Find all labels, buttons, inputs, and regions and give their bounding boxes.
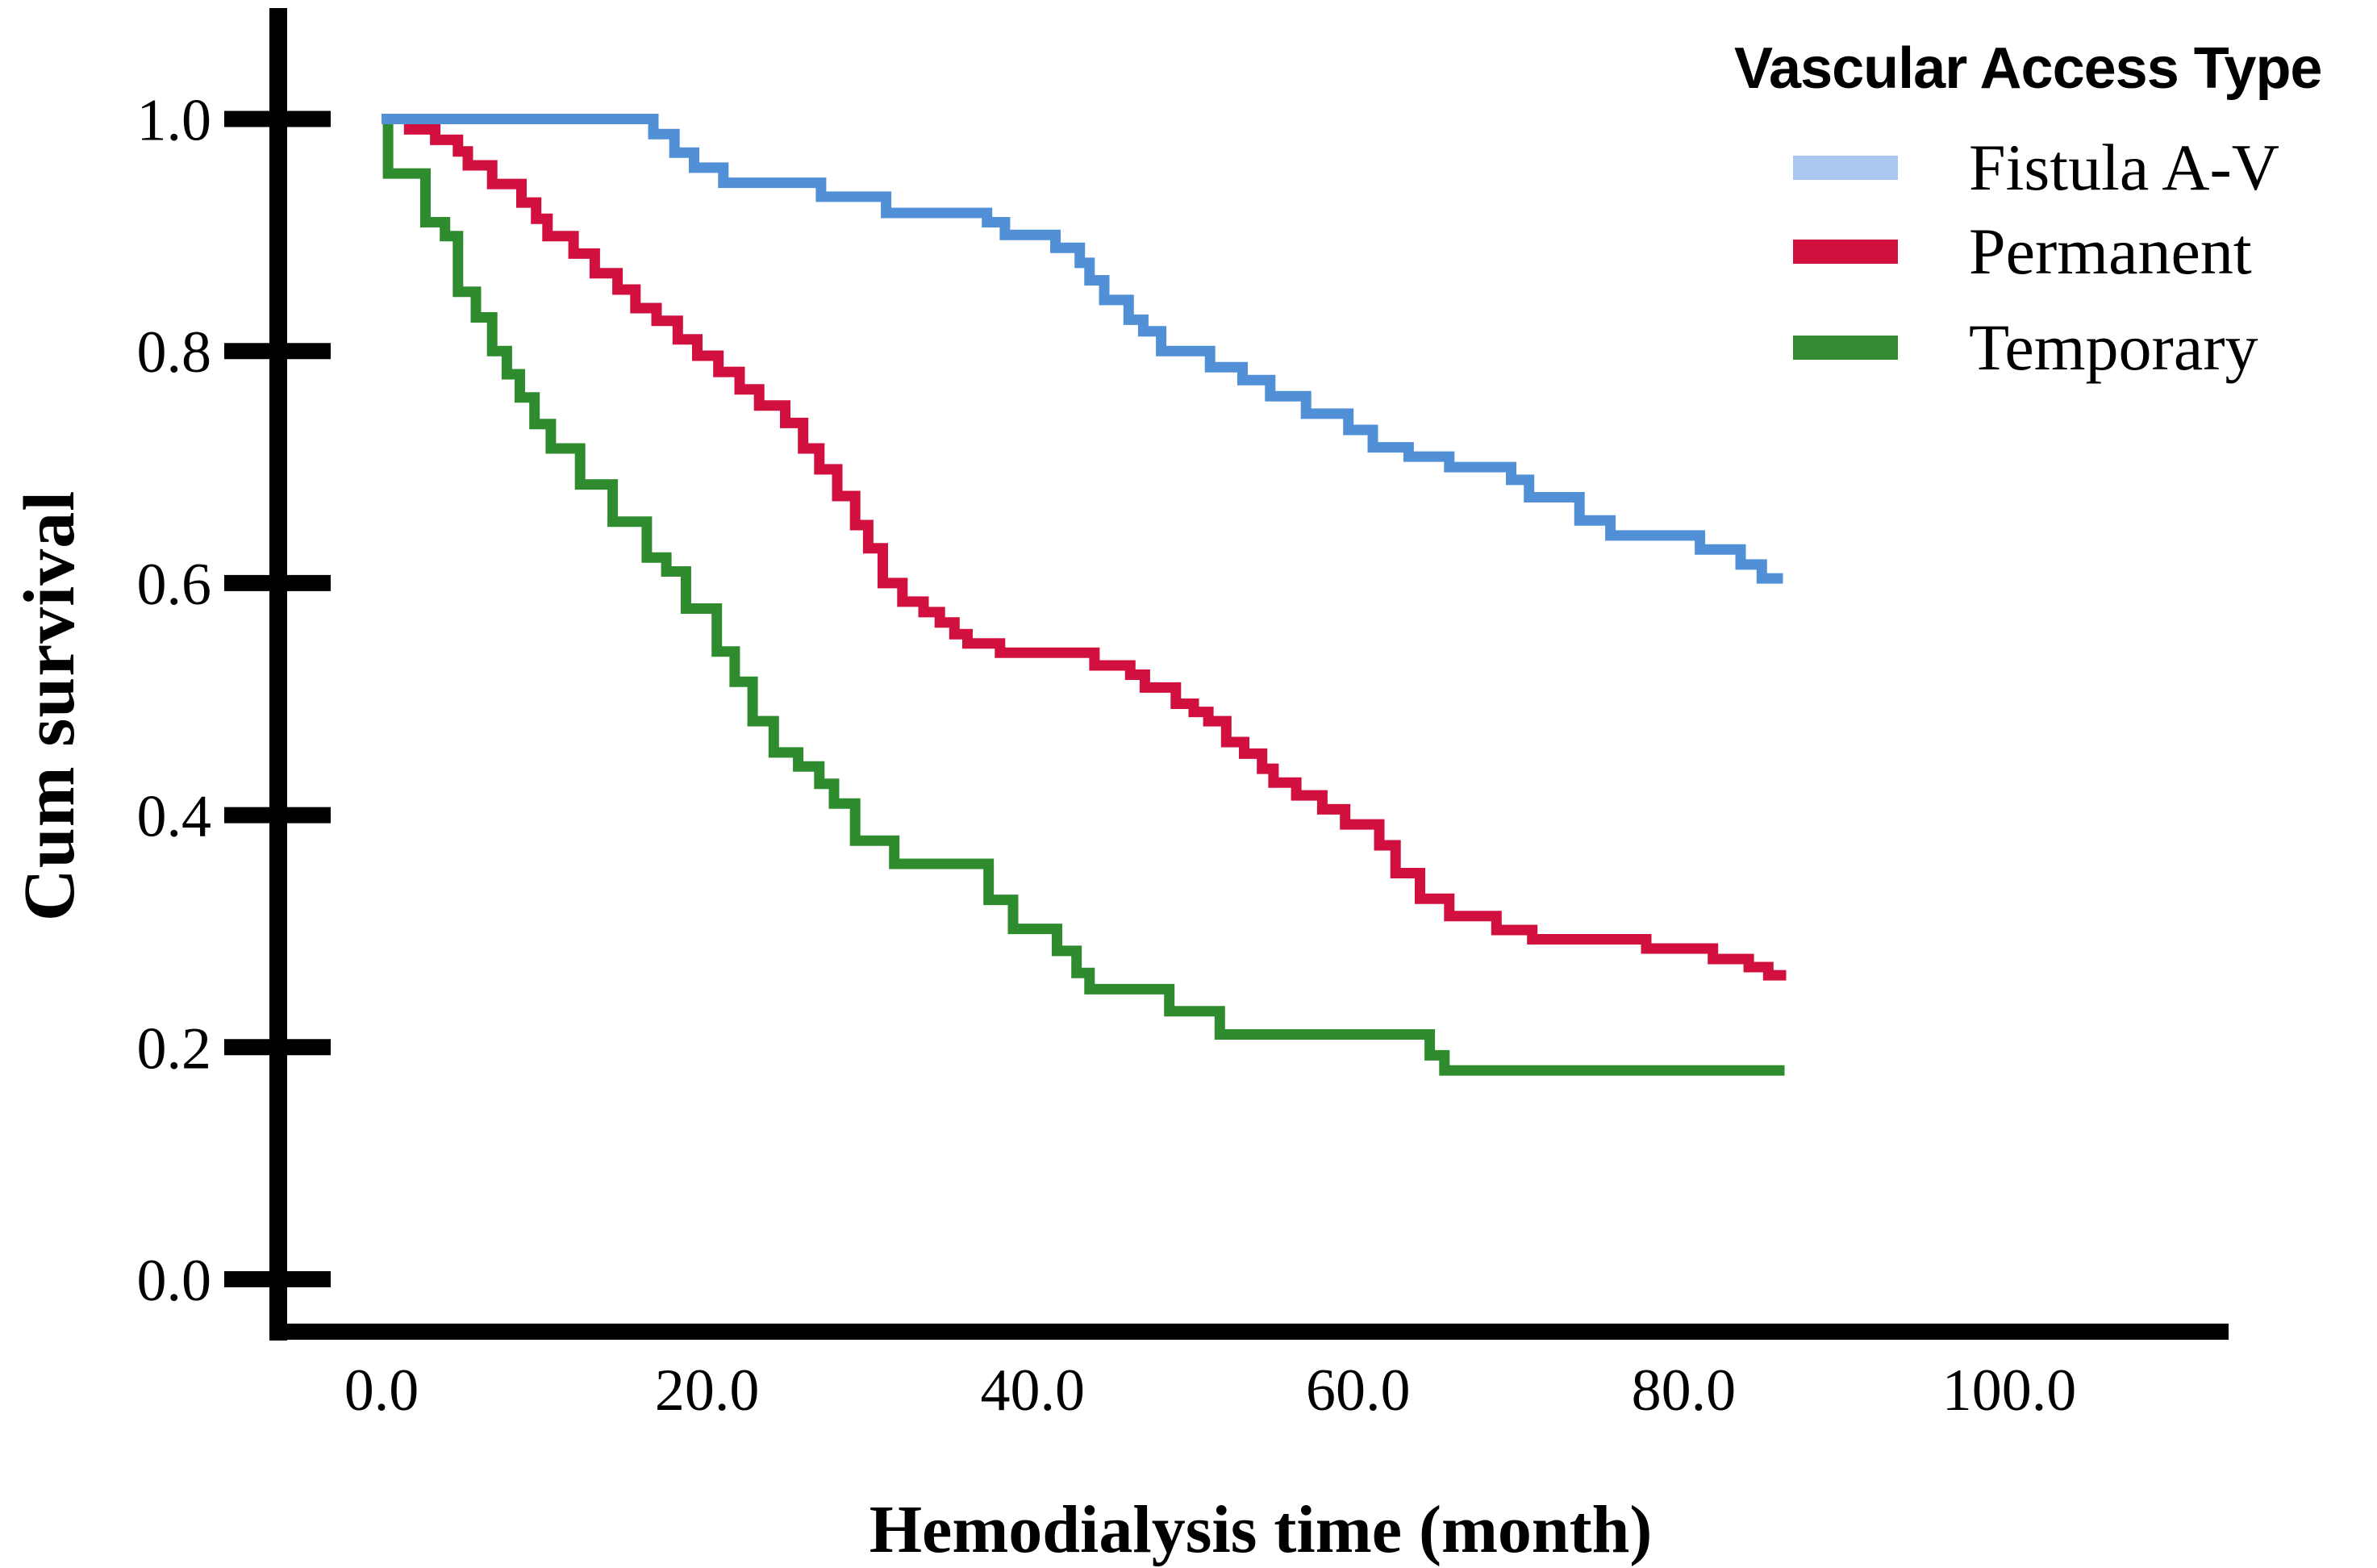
x-tick-label: 100.0 bbox=[1942, 1357, 2077, 1424]
x-tick-label: 80.0 bbox=[1632, 1357, 1737, 1424]
legend-swatch-permanent bbox=[1793, 240, 1898, 264]
legend: Vascular Access Type Fistula A-V Permane… bbox=[1734, 35, 2377, 384]
legend-swatch-fistula-av bbox=[1793, 156, 1898, 180]
curve-fistula-av bbox=[382, 114, 1783, 584]
curve-permanent bbox=[382, 114, 1787, 981]
legend-label-fistula-av: Fistula A-V bbox=[1969, 131, 2279, 204]
y-tick-label: 0.8 bbox=[137, 319, 212, 386]
y-tick-label: 0.0 bbox=[137, 1248, 212, 1314]
legend-swatch-temporary bbox=[1793, 336, 1898, 360]
y-tick-label: 0.2 bbox=[137, 1015, 212, 1082]
y-tick-label: 0.4 bbox=[137, 784, 212, 850]
legend-entry-permanent: Permanent bbox=[1734, 215, 2252, 288]
x-tick-label: 60.0 bbox=[1306, 1357, 1411, 1424]
legend-title: Vascular Access Type bbox=[1734, 36, 2322, 101]
y-axis-title: Cum survival bbox=[10, 490, 90, 922]
y-tick-label: 0.6 bbox=[137, 552, 212, 618]
curve-temporary bbox=[382, 114, 1785, 1076]
x-tick-label: 40.0 bbox=[980, 1357, 1085, 1424]
x-tick-label: 0.0 bbox=[344, 1357, 419, 1424]
legend-label-permanent: Permanent bbox=[1969, 215, 2252, 288]
y-tick-label: 1.0 bbox=[137, 88, 212, 154]
x-axis-title: Hemodialysis time (month) bbox=[869, 1492, 1653, 1567]
x-tick-label: 20.0 bbox=[655, 1357, 760, 1424]
legend-entry-fistula-av: Fistula A-V bbox=[1734, 131, 2279, 204]
legend-entry-temporary: Temporary bbox=[1734, 311, 2258, 384]
legend-label-temporary: Temporary bbox=[1969, 311, 2258, 384]
